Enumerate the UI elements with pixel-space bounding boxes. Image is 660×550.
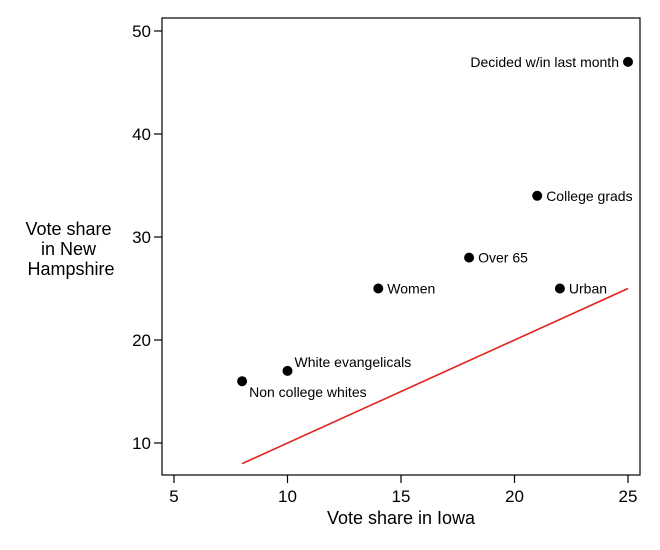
- data-point: [237, 376, 248, 387]
- y-axis-title-line-3: Hampshire: [27, 259, 114, 279]
- x-axis-title: Vote share in Iowa: [327, 508, 476, 528]
- y-axis: 10 20 30 40 50: [132, 22, 162, 453]
- data-point: [373, 283, 384, 294]
- data-point: [554, 283, 565, 294]
- x-tick-label: 15: [392, 487, 411, 506]
- data-point-label: White evangelicals: [295, 354, 412, 370]
- data-point: [623, 56, 633, 67]
- y-tick-label: 30: [132, 228, 151, 247]
- data-point-label: Urban: [569, 281, 607, 297]
- x-axis: 5 10 15 20 25: [169, 475, 637, 506]
- data-points: Non college whites White evangelicals Wome…: [237, 54, 633, 400]
- y-axis-title-line-1: Vote share: [25, 219, 111, 239]
- y-axis-title-line-2: in New: [41, 239, 97, 259]
- x-tick-label: 5: [169, 487, 178, 506]
- x-tick-label: 25: [619, 487, 638, 506]
- data-point-label: Decided w/in last month: [470, 54, 619, 70]
- y-tick-label: 10: [132, 434, 151, 453]
- y-axis-title: Vote share in New Hampshire: [25, 219, 116, 279]
- data-point-label: Non college whites: [249, 384, 367, 400]
- data-point: [464, 252, 475, 263]
- y-tick-label: 20: [132, 331, 151, 350]
- data-point-label: College grads: [546, 188, 632, 204]
- y-tick-label: 50: [132, 22, 151, 41]
- data-point-label: Over 65: [478, 250, 528, 266]
- data-point-label: Women: [387, 281, 435, 297]
- data-point: [532, 190, 543, 201]
- x-tick-label: 20: [505, 487, 524, 506]
- x-tick-label: 10: [278, 487, 297, 506]
- data-point: [282, 365, 293, 376]
- plot-area: [161, 17, 641, 476]
- y-tick-label: 40: [132, 125, 151, 144]
- reference-line: [241, 287, 629, 465]
